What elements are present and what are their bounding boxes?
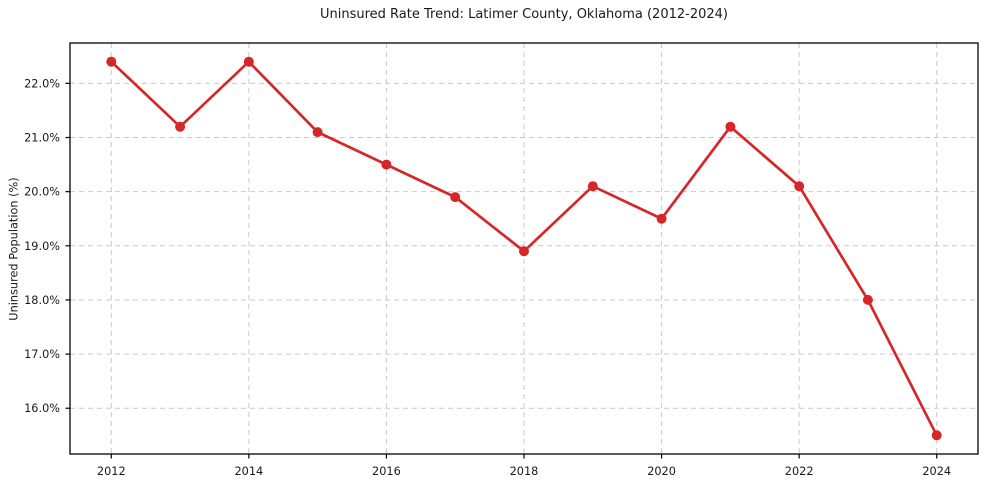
chart-title: Uninsured Rate Trend: Latimer County, Ok… xyxy=(319,7,728,22)
x-tick-label: 2022 xyxy=(785,465,814,478)
y-tick-label: 19.0% xyxy=(24,240,60,253)
data-point: 2012: 22.4% xyxy=(106,56,117,67)
data-point: 2021: 21.2% xyxy=(725,121,736,132)
y-tick-label: 17.0% xyxy=(24,348,60,361)
data-point: 2019: 20.1% xyxy=(587,181,598,192)
data-point: 2017: 19.9% xyxy=(450,192,461,203)
data-point: 2014: 22.4% xyxy=(243,56,254,67)
data-point: 2024: 15.5% xyxy=(931,430,942,441)
x-tick-label: 2016 xyxy=(372,465,401,478)
data-point: 2013: 21.2% xyxy=(175,121,186,132)
x-tick-label: 2012 xyxy=(97,465,126,478)
data-point: 2018: 18.9% xyxy=(519,246,529,257)
data-point: 2020: 19.5% xyxy=(656,213,667,224)
y-tick-label: 18.0% xyxy=(24,294,60,307)
y-tick-label: 21.0% xyxy=(24,131,60,144)
x-tick-label: 2024 xyxy=(922,465,951,478)
x-tick-label: 2020 xyxy=(647,465,676,478)
data-point: 2016: 20.5% xyxy=(381,159,392,170)
y-tick-label: 20.0% xyxy=(24,186,60,199)
y-tick-label: 16.0% xyxy=(24,402,60,415)
y-tick-label: 22.0% xyxy=(24,77,60,90)
x-tick-label: 2014 xyxy=(234,465,263,478)
data-point: 2023: 18% xyxy=(862,294,873,305)
x-tick-label: 2018 xyxy=(510,465,539,478)
plot-border xyxy=(69,42,979,455)
data-point: 2015: 21.1% xyxy=(312,127,323,138)
data-point: 2022: 20.1% xyxy=(794,181,805,192)
